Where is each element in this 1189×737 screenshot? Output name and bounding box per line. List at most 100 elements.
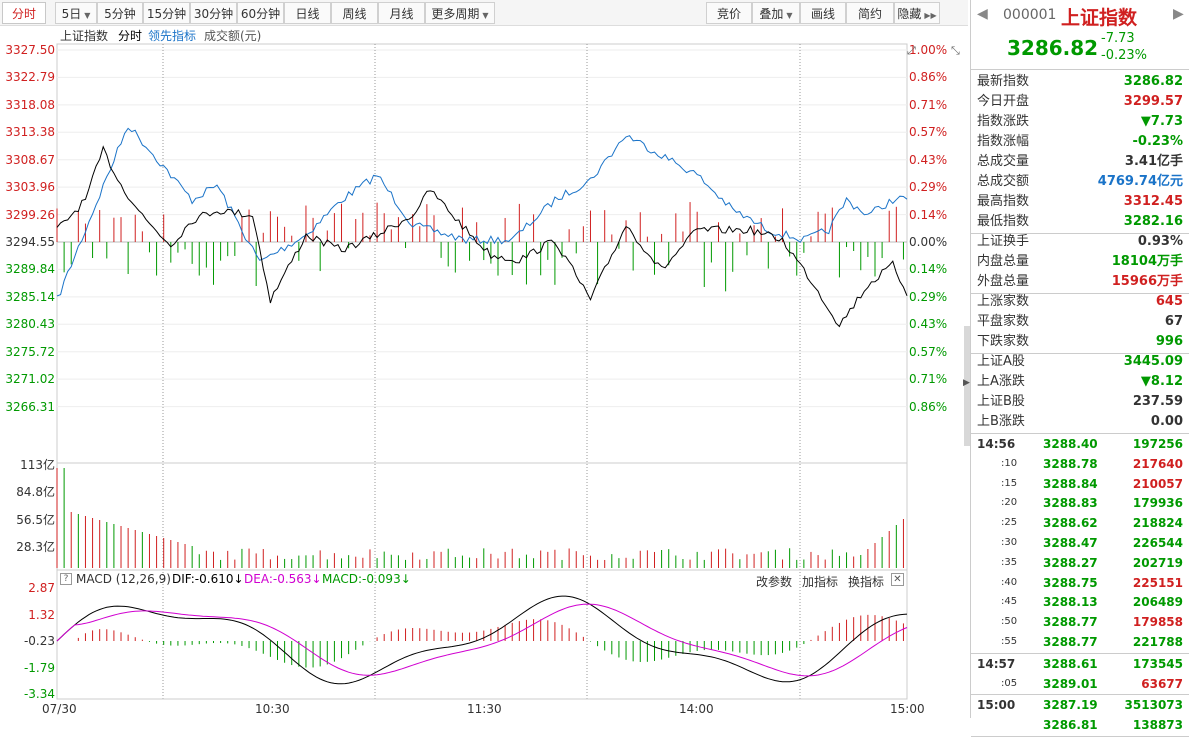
legend-lead-indicator[interactable]: 领先指标 (148, 29, 197, 43)
stat-value: 15966万手 (1111, 274, 1183, 289)
divider (971, 353, 1189, 354)
panel-splitter[interactable] (964, 326, 970, 446)
tick-price: 3288.40 (1043, 437, 1098, 451)
stat-row: 平盘家数 67 (977, 312, 1183, 332)
stat-label: 指数涨跌 (977, 114, 1030, 129)
tick-volume: 206489 (1132, 595, 1183, 610)
add-indicator-button[interactable]: 加指标 (802, 575, 839, 589)
axis-label: 113亿 (20, 458, 55, 472)
tick-price: 3289.01 (1043, 676, 1098, 691)
axis-label: 84.8亿 (16, 485, 55, 500)
stat-label: 今日开盘 (977, 94, 1030, 109)
period-tab-5day[interactable]: 5日 ▼ (55, 2, 97, 24)
axis-label: 3289.84 (5, 262, 55, 277)
axis-label: 3275.72 (5, 344, 55, 359)
next-stock-icon[interactable]: ▶ (1173, 6, 1184, 22)
period-tab-60min[interactable]: 60分钟 (237, 2, 284, 24)
prev-stock-icon[interactable]: ◀ (977, 6, 988, 22)
tick-time: :40 (1001, 576, 1018, 588)
stat-value: 67 (1164, 314, 1183, 329)
period-tab-more[interactable]: 更多周期 ▼ (425, 2, 495, 24)
change-params-button[interactable]: 改参数 (756, 575, 793, 589)
simple-mode-button[interactable]: 简约 (846, 2, 894, 24)
period-tab-intraday[interactable]: 分时 (2, 2, 46, 24)
tick-price: 3288.13 (1043, 595, 1098, 610)
stat-label: 最低指数 (977, 214, 1030, 229)
tab-label: 月线 (389, 7, 414, 21)
stat-row: 上证A股 3445.09 (977, 352, 1183, 372)
down-arrow-icon: ↓ (311, 572, 322, 586)
time-label: 14:00 (679, 702, 714, 716)
switch-indicator-button[interactable]: 换指标 (848, 575, 885, 589)
tick-volume: 217640 (1132, 456, 1183, 471)
stat-label: 外盘总量 (977, 274, 1030, 289)
period-tab-15min[interactable]: 15分钟 (143, 2, 190, 24)
tool-label: 隐藏 (897, 7, 922, 21)
axis-label: 3299.26 (5, 207, 55, 222)
tab-label: 更多周期 (431, 7, 480, 21)
draw-line-button[interactable]: 画线 (800, 2, 846, 24)
dea-text: DEA:-0.563 (244, 572, 312, 586)
axis-label: 0.00% (909, 235, 948, 249)
tick-volume: 210057 (1132, 476, 1183, 491)
tick-volume: 63677 (1141, 676, 1183, 691)
down-arrow-icon: ↓ (400, 572, 411, 586)
tab-label: 周线 (342, 7, 367, 21)
axis-label: 3313.38 (5, 125, 55, 140)
quote-header: ◀ 000001 上证指数 ▶ 3286.82 -7.73 -0.23% (971, 0, 1189, 70)
stat-value: 645 (1155, 294, 1183, 309)
intraday-chart[interactable] (0, 26, 968, 718)
tick-time: 15:00 (977, 698, 1016, 713)
close-indicator-icon[interactable]: ✕ (891, 573, 904, 586)
time-label: 15:00 (890, 702, 925, 716)
axis-label: 0.71% (909, 372, 948, 387)
divider (971, 652, 1189, 654)
axis-label: 0.71% (909, 97, 948, 112)
tick-volume: 179858 (1132, 615, 1183, 630)
tick-price: 3288.83 (1043, 496, 1098, 511)
expand-icon[interactable]: ⤢ (907, 44, 916, 57)
average-price-line (56, 145, 908, 328)
tick-price: 3286.81 (1043, 718, 1098, 733)
axis-label: 0.43% (909, 152, 948, 167)
stat-value: 237.59 (1132, 394, 1183, 409)
tick-row: :40 3288.75 225151 (977, 573, 1183, 593)
legend-mode: 分时 (118, 29, 143, 43)
divider (971, 433, 1189, 434)
period-tab-30min[interactable]: 30分钟 (190, 2, 237, 24)
period-tab-daily[interactable]: 日线 (284, 2, 331, 24)
stat-row: 上涨家数 645 (977, 292, 1183, 312)
double-right-arrow-icon: ▶▶ (924, 11, 937, 20)
stock-name: 上证指数 (1061, 7, 1138, 29)
hide-panel-button[interactable]: 隐藏 ▶▶ (894, 2, 940, 24)
tick-time: 14:57 (977, 656, 1016, 671)
axis-label: 0.14% (909, 262, 948, 277)
tick-volume: 221788 (1132, 635, 1183, 649)
axis-label: 3327.50 (5, 43, 55, 57)
fullscreen-icon[interactable]: ⤡ (951, 44, 960, 57)
collapse-arrow-icon[interactable]: ▶ (963, 378, 970, 388)
period-tab-5min[interactable]: 5分钟 (97, 2, 143, 24)
legend-volume-unit: 成交额(元) (204, 29, 262, 43)
axis-label: -0.23 (23, 634, 55, 648)
period-tab-monthly[interactable]: 月线 (378, 2, 425, 24)
stat-row: 上B涨跌 0.00 (977, 412, 1183, 432)
axis-label: 56.5亿 (16, 512, 55, 527)
stat-label: 下跌家数 (977, 334, 1030, 349)
stat-row: 上A涨跌 ▼8.12 (977, 372, 1183, 392)
tick-row: :25 3288.62 218824 (977, 513, 1183, 533)
auction-button[interactable]: 竞价 (706, 2, 752, 24)
overlay-button[interactable]: 叠加 ▼ (752, 2, 800, 24)
quote-panel: ◀ 000001 上证指数 ▶ 3286.82 -7.73 -0.23% 最新指… (970, 0, 1189, 737)
tick-price: 3288.84 (1043, 476, 1098, 491)
stat-label: 总成交额 (977, 174, 1030, 189)
stat-value: 3.41亿手 (1124, 154, 1183, 169)
tick-row: 14:56 3288.40 197256 (977, 434, 1183, 454)
axis-label: 0.86% (909, 399, 948, 414)
help-icon[interactable]: ? (60, 573, 72, 585)
tick-price: 3288.77 (1043, 615, 1098, 630)
period-toolbar: 分时 5日 ▼ 5分钟 15分钟 30分钟 60分钟 日线 周线 月线 更多周期 ▼… (0, 0, 968, 26)
period-tab-weekly[interactable]: 周线 (331, 2, 378, 24)
axis-label: 1.32 (28, 607, 55, 622)
tool-label: 叠加 (759, 7, 784, 21)
